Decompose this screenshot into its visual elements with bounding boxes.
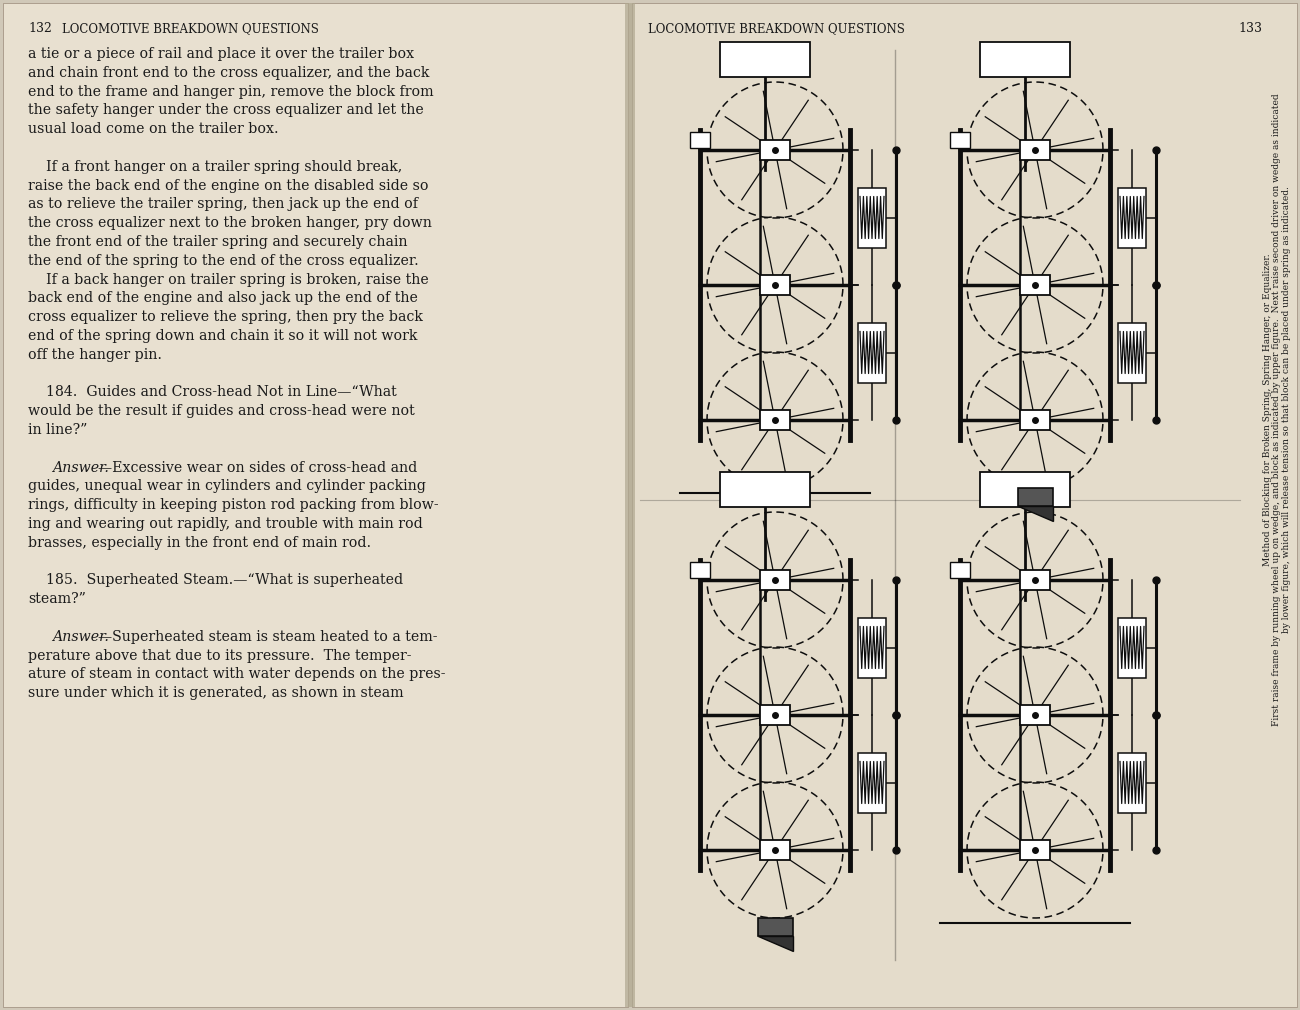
Text: LOCOMOTIVE BREAKDOWN QUESTIONS: LOCOMOTIVE BREAKDOWN QUESTIONS	[647, 22, 905, 35]
Text: If a front hanger on a trailer spring should break,: If a front hanger on a trailer spring sh…	[29, 160, 402, 174]
Polygon shape	[1018, 506, 1053, 521]
Bar	[980, 472, 1070, 507]
Text: would be the result if guides and cross-head were not: would be the result if guides and cross-…	[29, 404, 415, 418]
Polygon shape	[758, 936, 793, 951]
Polygon shape	[1026, 411, 1044, 429]
Text: 133: 133	[1238, 22, 1262, 35]
Text: end of the spring down and chain it so it will not work: end of the spring down and chain it so i…	[29, 329, 417, 343]
Text: brasses, especially in the front end of main rod.: brasses, especially in the front end of …	[29, 535, 370, 549]
Text: First raise frame by running wheel up on wedge, and block as indicated by upper : First raise frame by running wheel up on…	[1271, 94, 1291, 726]
Bar	[758, 918, 793, 936]
Text: a tie or a piece of rail and place it over the trailer box: a tie or a piece of rail and place it ov…	[29, 47, 415, 61]
Text: ature of steam in contact with water depends on the pres-: ature of steam in contact with water dep…	[29, 668, 446, 682]
Polygon shape	[1026, 706, 1044, 724]
Text: If a back hanger on trailer spring is broken, raise the: If a back hanger on trailer spring is br…	[29, 273, 429, 287]
Text: Method of Blocking for Broken Spring, Spring Hanger, or Equalizer.: Method of Blocking for Broken Spring, Sp…	[1264, 254, 1271, 567]
Text: 185.  Superheated Steam.—“What is superheated: 185. Superheated Steam.—“What is superhe…	[29, 574, 403, 588]
Text: guides, unequal wear in cylinders and cylinder packing: guides, unequal wear in cylinders and cy…	[29, 480, 426, 494]
Bar	[980, 42, 1070, 77]
Bar	[1020, 705, 1050, 725]
Bar	[858, 188, 887, 247]
Text: —Superheated steam is steam heated to a tem-: —Superheated steam is steam heated to a …	[99, 630, 438, 643]
Polygon shape	[766, 572, 784, 589]
Bar	[720, 472, 810, 507]
Bar	[1020, 140, 1050, 160]
Bar	[950, 132, 970, 148]
Bar	[1018, 488, 1053, 506]
Bar	[760, 275, 790, 295]
Text: off the hanger pin.: off the hanger pin.	[29, 347, 162, 362]
Text: as to relieve the trailer spring, then jack up the end of: as to relieve the trailer spring, then j…	[29, 197, 419, 211]
Bar	[1118, 752, 1147, 812]
Bar	[760, 140, 790, 160]
Bar	[1020, 570, 1050, 590]
Bar	[760, 840, 790, 860]
Text: the safety hanger under the cross equalizer and let the: the safety hanger under the cross equali…	[29, 103, 424, 117]
Bar	[950, 562, 970, 578]
Bar	[1118, 188, 1147, 247]
Text: raise the back end of the engine on the disabled side so: raise the back end of the engine on the …	[29, 179, 429, 193]
Bar	[625, 3, 634, 1007]
Bar	[858, 322, 887, 383]
Text: back end of the engine and also jack up the end of the: back end of the engine and also jack up …	[29, 292, 417, 305]
Bar	[858, 617, 887, 678]
Text: sure under which it is generated, as shown in steam: sure under which it is generated, as sho…	[29, 686, 403, 700]
Bar	[1118, 617, 1147, 678]
Text: 184.  Guides and Cross-head Not in Line—“What: 184. Guides and Cross-head Not in Line—“…	[29, 386, 396, 399]
Bar	[760, 705, 790, 725]
Bar	[690, 562, 710, 578]
Text: —Excessive wear on sides of cross-head and: —Excessive wear on sides of cross-head a…	[99, 461, 417, 475]
Text: usual load come on the trailer box.: usual load come on the trailer box.	[29, 122, 278, 136]
Bar	[760, 570, 790, 590]
Text: end to the frame and hanger pin, remove the block from: end to the frame and hanger pin, remove …	[29, 85, 434, 99]
Text: Answer.: Answer.	[52, 461, 109, 475]
Bar	[720, 42, 810, 77]
Bar	[858, 752, 887, 812]
Bar	[1118, 322, 1147, 383]
Text: rings, difficulty in keeping piston rod packing from blow-: rings, difficulty in keeping piston rod …	[29, 498, 438, 512]
Polygon shape	[766, 141, 784, 159]
Bar	[1020, 275, 1050, 295]
Text: the front end of the trailer spring and securely chain: the front end of the trailer spring and …	[29, 235, 407, 249]
Text: ing and wearing out rapidly, and trouble with main rod: ing and wearing out rapidly, and trouble…	[29, 517, 422, 531]
Text: cross equalizer to relieve the spring, then pry the back: cross equalizer to relieve the spring, t…	[29, 310, 422, 324]
Bar	[632, 3, 1297, 1007]
Text: and chain front end to the cross equalizer, and the back: and chain front end to the cross equaliz…	[29, 66, 429, 80]
Text: in line?”: in line?”	[29, 423, 87, 437]
Bar	[3, 3, 628, 1007]
Bar	[760, 410, 790, 430]
Text: Answer.: Answer.	[52, 630, 109, 643]
Polygon shape	[1026, 276, 1044, 294]
Text: the cross equalizer next to the broken hanger, pry down: the cross equalizer next to the broken h…	[29, 216, 432, 230]
Text: 132: 132	[29, 22, 52, 35]
Text: perature above that due to its pressure.  The temper-: perature above that due to its pressure.…	[29, 648, 412, 663]
Bar	[1020, 840, 1050, 860]
Bar	[1020, 410, 1050, 430]
Text: steam?”: steam?”	[29, 592, 86, 606]
Bar	[690, 132, 710, 148]
Text: the end of the spring to the end of the cross equalizer.: the end of the spring to the end of the …	[29, 254, 419, 268]
Polygon shape	[1026, 841, 1044, 858]
Polygon shape	[766, 411, 784, 429]
Polygon shape	[766, 706, 784, 724]
Polygon shape	[1026, 141, 1044, 159]
Polygon shape	[766, 841, 784, 858]
Polygon shape	[766, 276, 784, 294]
Text: LOCOMOTIVE BREAKDOWN QUESTIONS: LOCOMOTIVE BREAKDOWN QUESTIONS	[62, 22, 318, 35]
Polygon shape	[1026, 572, 1044, 589]
